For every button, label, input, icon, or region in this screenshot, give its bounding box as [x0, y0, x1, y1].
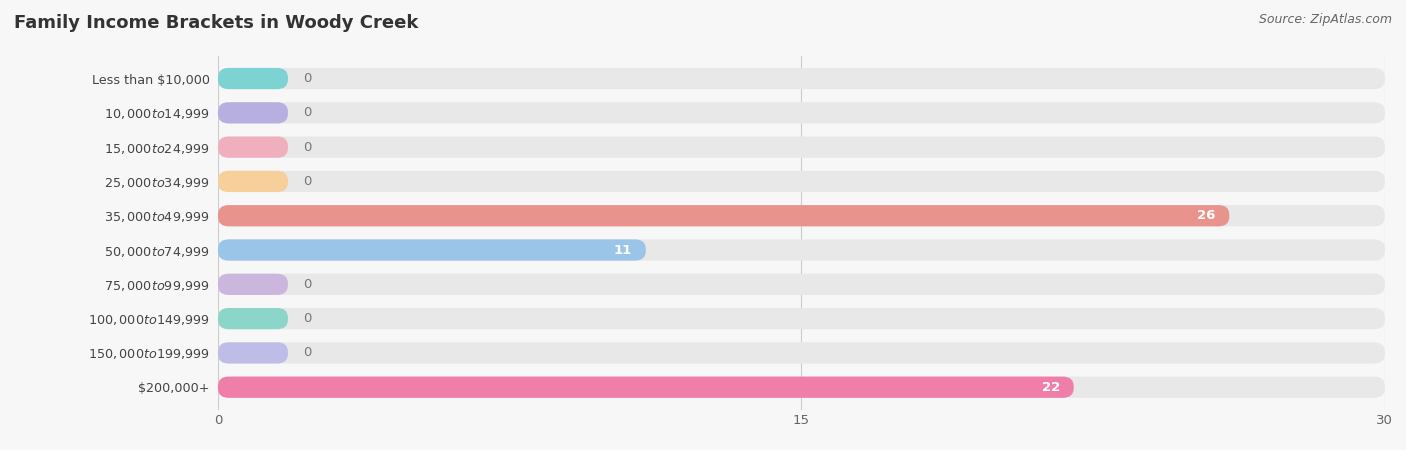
- FancyBboxPatch shape: [218, 205, 1385, 226]
- Text: 0: 0: [304, 106, 312, 119]
- Text: 26: 26: [1198, 209, 1216, 222]
- FancyBboxPatch shape: [218, 342, 288, 364]
- FancyBboxPatch shape: [218, 377, 1385, 398]
- FancyBboxPatch shape: [218, 342, 1385, 364]
- FancyBboxPatch shape: [218, 102, 1385, 123]
- Text: 0: 0: [304, 346, 312, 360]
- Text: 0: 0: [304, 141, 312, 153]
- FancyBboxPatch shape: [218, 377, 1074, 398]
- FancyBboxPatch shape: [218, 171, 1385, 192]
- Text: Source: ZipAtlas.com: Source: ZipAtlas.com: [1258, 14, 1392, 27]
- FancyBboxPatch shape: [218, 171, 288, 192]
- Text: 0: 0: [304, 278, 312, 291]
- FancyBboxPatch shape: [218, 274, 288, 295]
- Text: 11: 11: [614, 243, 633, 256]
- FancyBboxPatch shape: [218, 239, 645, 261]
- Text: 0: 0: [304, 175, 312, 188]
- FancyBboxPatch shape: [218, 205, 1229, 226]
- Text: Family Income Brackets in Woody Creek: Family Income Brackets in Woody Creek: [14, 14, 419, 32]
- FancyBboxPatch shape: [218, 239, 1385, 261]
- FancyBboxPatch shape: [218, 308, 288, 329]
- FancyBboxPatch shape: [218, 136, 288, 158]
- FancyBboxPatch shape: [218, 68, 1385, 89]
- FancyBboxPatch shape: [218, 68, 288, 89]
- FancyBboxPatch shape: [218, 102, 288, 123]
- FancyBboxPatch shape: [218, 308, 1385, 329]
- Text: 0: 0: [304, 72, 312, 85]
- FancyBboxPatch shape: [218, 136, 1385, 158]
- FancyBboxPatch shape: [218, 274, 1385, 295]
- Text: 0: 0: [304, 312, 312, 325]
- Text: 22: 22: [1042, 381, 1060, 394]
